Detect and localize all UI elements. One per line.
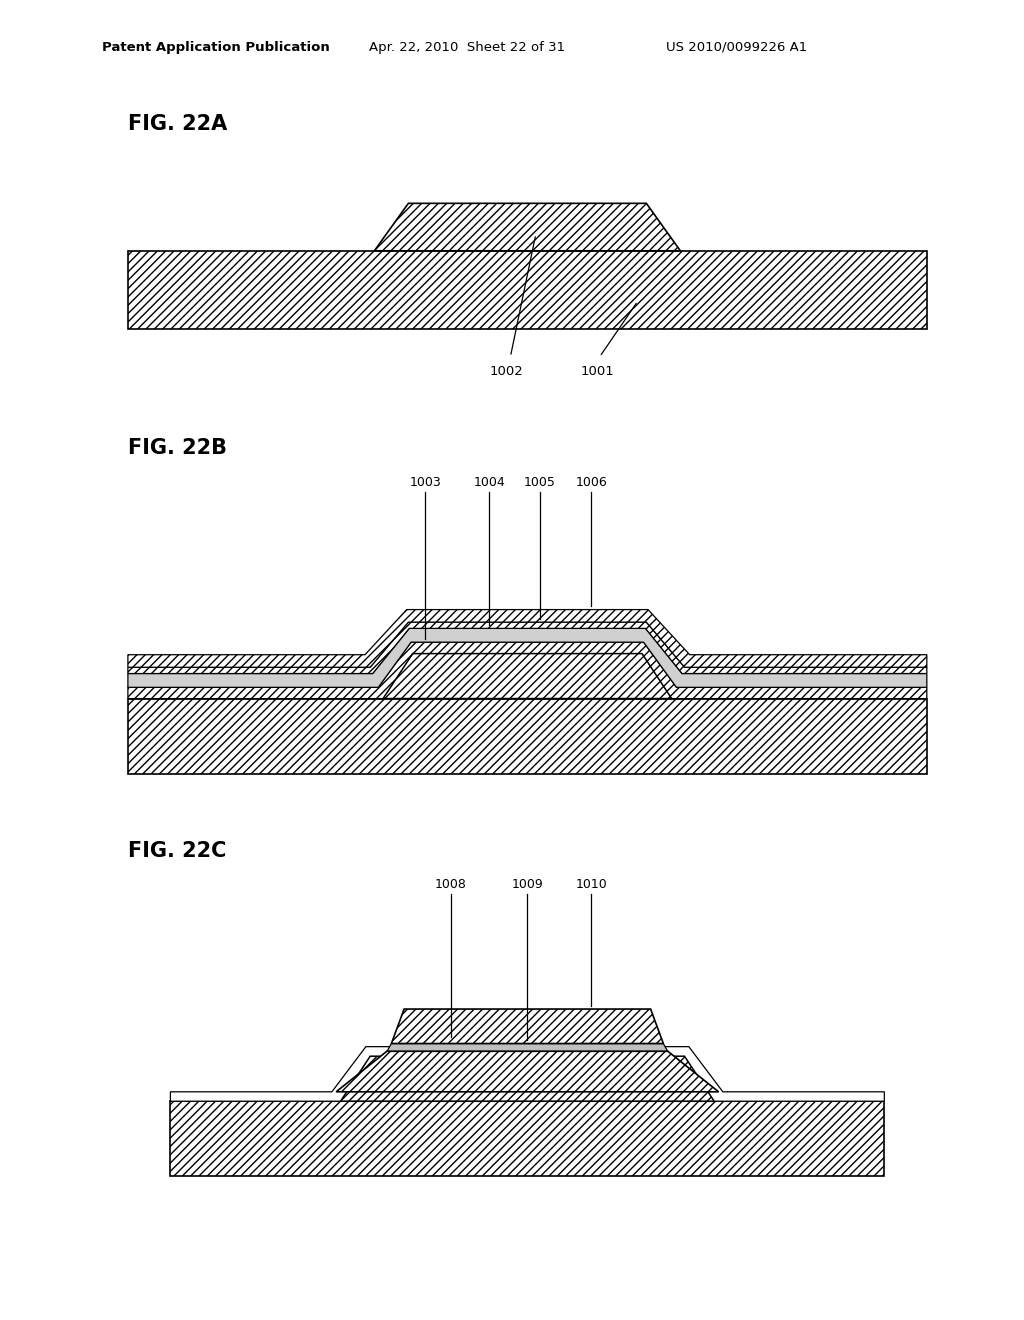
Text: Patent Application Publication: Patent Application Publication xyxy=(102,41,330,54)
Polygon shape xyxy=(128,251,927,329)
Polygon shape xyxy=(170,1047,885,1101)
Polygon shape xyxy=(391,1008,664,1044)
Text: FIG. 22A: FIG. 22A xyxy=(128,114,227,133)
Polygon shape xyxy=(340,1056,715,1101)
Text: 1009: 1009 xyxy=(511,878,544,891)
Text: 1008: 1008 xyxy=(435,878,467,891)
Polygon shape xyxy=(375,203,680,251)
Text: 1006: 1006 xyxy=(575,475,607,488)
Text: 1003: 1003 xyxy=(410,475,441,488)
Polygon shape xyxy=(128,698,927,774)
Text: FIG. 22C: FIG. 22C xyxy=(128,841,226,861)
Text: 1001: 1001 xyxy=(581,366,614,379)
Text: 1005: 1005 xyxy=(524,475,556,488)
Text: FIG. 22B: FIG. 22B xyxy=(128,438,227,458)
Polygon shape xyxy=(128,642,927,698)
Polygon shape xyxy=(170,1101,885,1176)
Text: Apr. 22, 2010  Sheet 22 of 31: Apr. 22, 2010 Sheet 22 of 31 xyxy=(369,41,565,54)
Polygon shape xyxy=(128,622,927,673)
Text: 1002: 1002 xyxy=(489,366,523,379)
Polygon shape xyxy=(387,1044,668,1051)
Text: 1010: 1010 xyxy=(575,878,607,891)
Polygon shape xyxy=(128,628,927,688)
Polygon shape xyxy=(383,653,672,698)
Polygon shape xyxy=(128,610,927,667)
Text: US 2010/0099226 A1: US 2010/0099226 A1 xyxy=(666,41,807,54)
Polygon shape xyxy=(336,1051,719,1092)
Text: 1004: 1004 xyxy=(473,475,505,488)
